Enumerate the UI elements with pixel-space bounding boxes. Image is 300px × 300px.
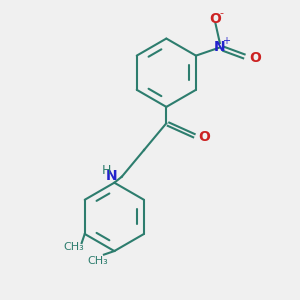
Text: CH₃: CH₃ <box>64 242 85 252</box>
Text: N: N <box>214 40 226 55</box>
Text: -: - <box>220 8 224 18</box>
Text: H: H <box>102 164 111 177</box>
Text: O: O <box>198 130 210 144</box>
Text: O: O <box>209 12 221 26</box>
Text: +: + <box>222 36 230 46</box>
Text: O: O <box>250 51 261 65</box>
Text: N: N <box>106 169 117 183</box>
Text: CH₃: CH₃ <box>88 256 108 266</box>
